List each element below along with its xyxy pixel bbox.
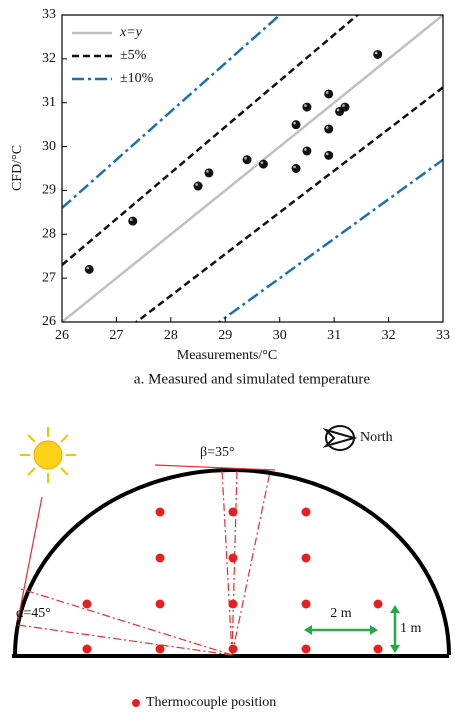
greenhouse-outline: [13, 468, 451, 656]
x-tick-label: 32: [382, 328, 396, 343]
data-point: [373, 49, 383, 59]
north-label: North: [360, 430, 393, 445]
point-highlight: [195, 183, 198, 186]
thermocouple: [82, 599, 92, 609]
reference-line: [62, 15, 360, 266]
x-tick-label: 29: [218, 328, 232, 343]
reference-line: [134, 86, 443, 322]
point-highlight: [325, 91, 329, 94]
point-highlight: [325, 152, 329, 156]
reference-line: [62, 15, 443, 322]
point-highlight: [336, 108, 340, 112]
point-highlight: [374, 51, 378, 55]
angle-lines: [17, 464, 276, 621]
x-tick-label: 27: [109, 328, 123, 343]
thermocouple: [155, 599, 165, 609]
data-point: [324, 89, 334, 99]
y-tick-label: 27: [42, 270, 56, 285]
x-tick-label: 30: [273, 328, 287, 343]
compass-icon: [322, 425, 358, 451]
data-point: [128, 216, 138, 226]
alpha-label: α=45°: [16, 606, 51, 621]
y-tick-label: 33: [42, 7, 56, 22]
thermocouple: [82, 644, 92, 654]
y-tick-label: 32: [42, 51, 56, 66]
thermocouple: [301, 507, 311, 517]
point-highlight: [129, 218, 133, 221]
x-tick-label: 33: [436, 328, 450, 343]
y-tick-label: 29: [42, 183, 56, 198]
data-point: [204, 168, 214, 178]
x-tick-label: 26: [55, 328, 69, 343]
sun-icon: [20, 427, 76, 483]
x-axis-label: Measurements/°C: [177, 348, 277, 363]
y-tick-label: 26: [42, 314, 56, 329]
point-highlight: [304, 104, 307, 107]
thermocouple: [228, 644, 238, 654]
thermocouple: [155, 644, 165, 654]
thermocouple: [301, 553, 311, 563]
x-tick-label: 31: [327, 328, 341, 343]
dimension-arrows: [304, 605, 400, 653]
legend-label: ±10%: [120, 71, 154, 86]
data-point: [324, 150, 334, 160]
diagram: North β=35° α=45° 2 m 1 m Thermocouple p…: [12, 425, 451, 710]
point-highlight: [260, 161, 264, 164]
legend-label: ±5%: [120, 48, 147, 63]
thermocouple: [228, 553, 238, 563]
data-point: [324, 124, 334, 134]
data-point: [258, 159, 268, 169]
point-highlight: [244, 156, 247, 160]
beta-label: β=35°: [200, 445, 235, 460]
ray-lines: [17, 469, 271, 656]
height-label: 1 m: [400, 621, 422, 636]
data-point: [291, 120, 301, 130]
reference-line: [217, 158, 443, 322]
thermocouple: [155, 507, 165, 517]
data-point: [242, 155, 252, 165]
plot-frame: [61, 14, 444, 323]
y-tick-label: 31: [42, 95, 56, 110]
caption: a. Measured and simulated temperature: [134, 371, 370, 387]
thermocouple: [301, 644, 311, 654]
thermocouple: [373, 599, 383, 609]
y-axis-label: CFD/°C: [10, 145, 25, 191]
data-point: [193, 181, 203, 191]
width-label: 2 m: [330, 606, 352, 621]
legend-label: x=y: [119, 25, 143, 40]
thermocouple: [301, 599, 311, 609]
point-highlight: [293, 121, 296, 125]
data-point: [291, 164, 301, 173]
diagram-legend: Thermocouple position: [146, 695, 276, 710]
data-point: [84, 264, 94, 274]
thermocouple: [155, 553, 165, 563]
thermocouple: [373, 644, 383, 654]
y-tick-label: 28: [42, 227, 56, 242]
point-highlight: [342, 104, 345, 107]
data-point: [340, 102, 350, 112]
data-point: [302, 146, 312, 156]
thermocouple: [228, 599, 238, 609]
reference-line: [62, 15, 282, 209]
point-highlight: [86, 266, 90, 270]
point-highlight: [325, 126, 329, 129]
x-tick-label: 28: [164, 328, 178, 343]
thermocouple: [228, 507, 238, 517]
point-highlight: [293, 165, 296, 169]
data-point: [302, 102, 312, 112]
y-tick-label: 30: [42, 139, 56, 154]
legend-dot: [132, 699, 140, 707]
point-highlight: [206, 170, 209, 173]
plot: [62, 15, 443, 322]
point-highlight: [304, 148, 307, 151]
